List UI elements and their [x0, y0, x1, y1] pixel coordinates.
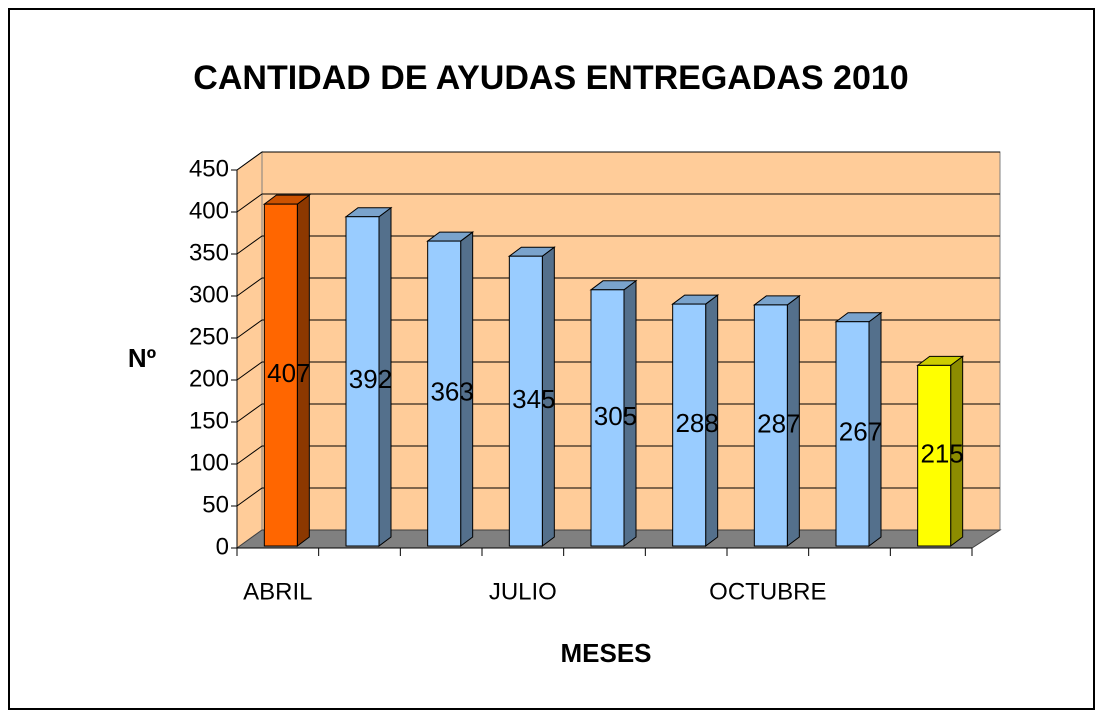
x-tick-label: ABRIL — [243, 578, 312, 605]
y-axis-label: Nº — [128, 343, 157, 373]
y-tick-label: 450 — [189, 155, 229, 182]
y-tick-label: 0 — [216, 533, 229, 560]
bar — [753, 304, 788, 547]
grid-line — [236, 235, 1000, 255]
data-label: 392 — [349, 364, 392, 394]
bar — [263, 203, 298, 547]
bar — [427, 240, 462, 547]
grid-line — [236, 151, 1000, 171]
bar — [672, 303, 707, 547]
x-tick-label: OCTUBRE — [709, 578, 826, 605]
bar — [590, 289, 625, 547]
bar — [508, 255, 543, 547]
y-tick-label: 350 — [189, 239, 229, 266]
data-label: 363 — [430, 376, 473, 406]
data-label: 288 — [675, 408, 718, 438]
y-tick-label: 400 — [189, 197, 229, 224]
x-axis-label: MESES — [560, 638, 651, 668]
y-tick-label: 200 — [189, 365, 229, 392]
x-tick-label: JULIO — [489, 578, 557, 605]
grid-line — [236, 193, 1000, 213]
y-tick-label: 250 — [189, 323, 229, 350]
bar — [345, 216, 380, 547]
grid-line — [236, 277, 1000, 297]
bar — [835, 321, 870, 547]
data-label: 267 — [839, 417, 882, 447]
chart-title: CANTIDAD DE AYUDAS ENTREGADAS 2010 — [193, 59, 908, 97]
y-tick-label: 50 — [202, 491, 229, 518]
y-tick-label: 300 — [189, 281, 229, 308]
bar — [917, 364, 952, 547]
y-tick-label: 100 — [189, 449, 229, 476]
side-wall — [236, 151, 263, 549]
data-label: 287 — [757, 408, 800, 438]
data-label: 215 — [920, 439, 963, 469]
data-label: 345 — [512, 384, 555, 414]
data-label: 305 — [594, 401, 637, 431]
y-tick-label: 150 — [189, 407, 229, 434]
data-label: 407 — [267, 358, 310, 388]
